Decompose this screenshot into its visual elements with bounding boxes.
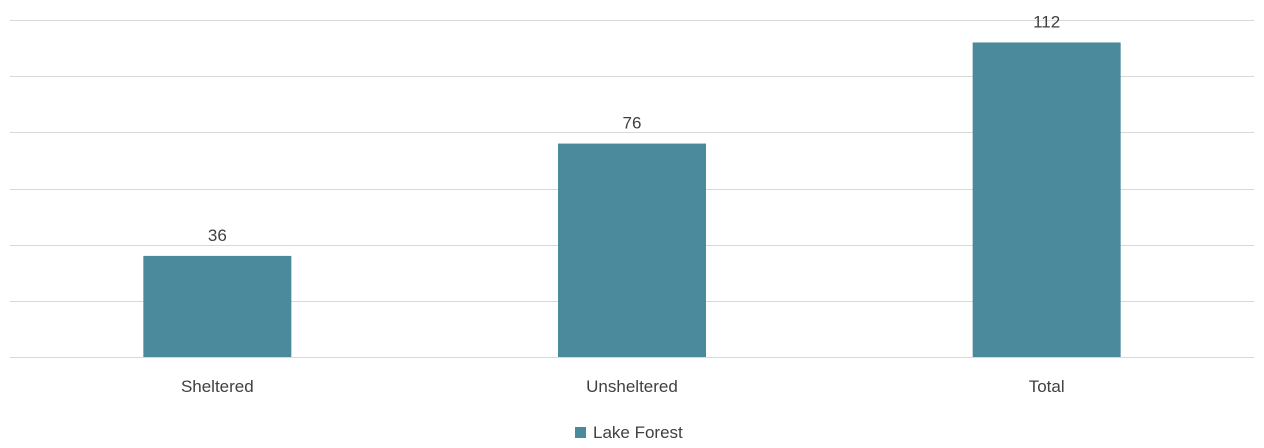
bar-total xyxy=(972,42,1121,357)
x-tick-unsheltered: Unsheltered xyxy=(586,377,678,396)
bar-unsheltered xyxy=(558,143,706,357)
x-axis-tick-labels: Sheltered Unsheltered Total xyxy=(181,377,1065,396)
legend-label: Lake Forest xyxy=(593,423,683,442)
data-labels: 36 76 112 xyxy=(208,12,1060,244)
data-label-unsheltered: 76 xyxy=(623,114,642,133)
x-tick-sheltered: Sheltered xyxy=(181,377,254,396)
bar-sheltered xyxy=(143,255,292,357)
legend: Lake Forest xyxy=(575,423,683,442)
x-tick-total: Total xyxy=(1029,377,1065,396)
data-label-total: 112 xyxy=(1033,12,1060,31)
legend-swatch xyxy=(575,427,586,438)
bars xyxy=(143,42,1121,357)
data-label-sheltered: 36 xyxy=(208,226,227,245)
